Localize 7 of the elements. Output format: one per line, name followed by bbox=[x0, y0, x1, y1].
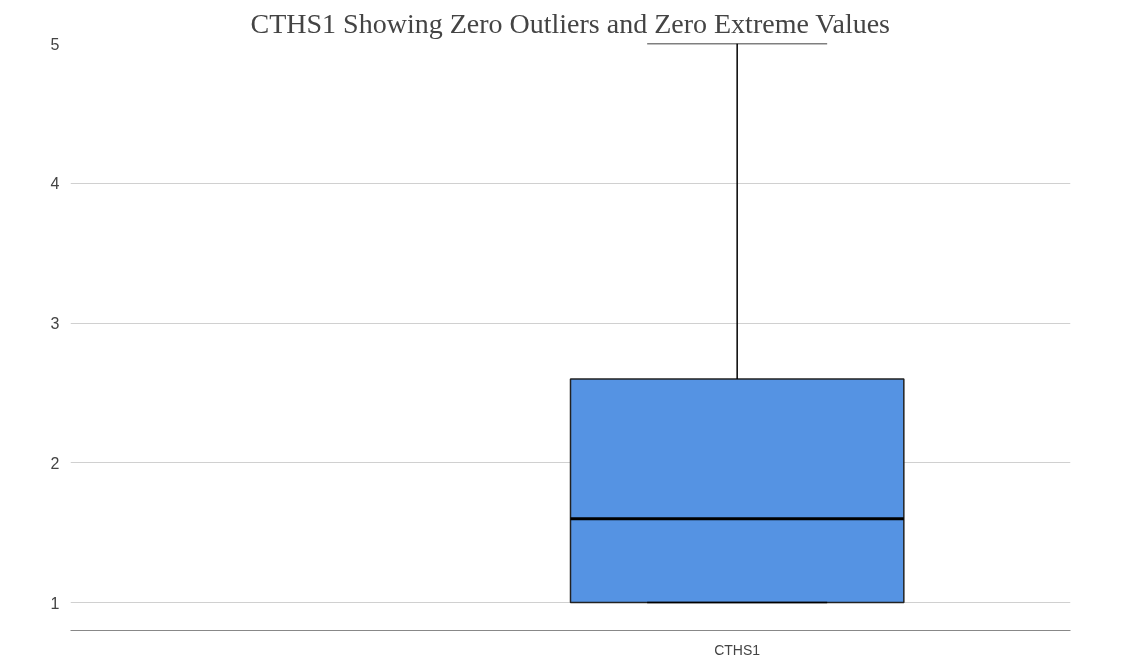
x-tick-label: CTHS1 bbox=[714, 641, 761, 658]
y-tick-label: 5 bbox=[50, 35, 60, 53]
chart-title: CTHS1 Showing Zero Outliers and Zero Extreme Values bbox=[250, 7, 890, 39]
y-tick-label: 3 bbox=[50, 315, 60, 333]
y-tick-label: 4 bbox=[50, 175, 60, 193]
y-tick-label: 1 bbox=[50, 594, 60, 612]
y-tick-label: 2 bbox=[50, 454, 60, 472]
